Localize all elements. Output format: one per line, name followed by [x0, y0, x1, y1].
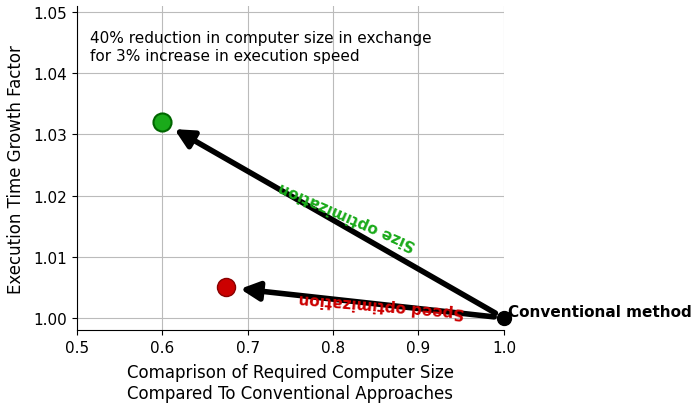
- X-axis label: Comaprison of Required Computer Size
Compared To Conventional Approaches: Comaprison of Required Computer Size Com…: [127, 363, 454, 402]
- Text: Conventional method: Conventional method: [508, 305, 692, 319]
- Text: 40% reduction in computer size in exchange
for 3% increase in execution speed: 40% reduction in computer size in exchan…: [90, 31, 431, 64]
- Y-axis label: Execution Time Growth Factor: Execution Time Growth Factor: [7, 45, 25, 293]
- Text: Speed optimization: Speed optimization: [298, 290, 465, 319]
- Text: Size optimization: Size optimization: [276, 179, 418, 252]
